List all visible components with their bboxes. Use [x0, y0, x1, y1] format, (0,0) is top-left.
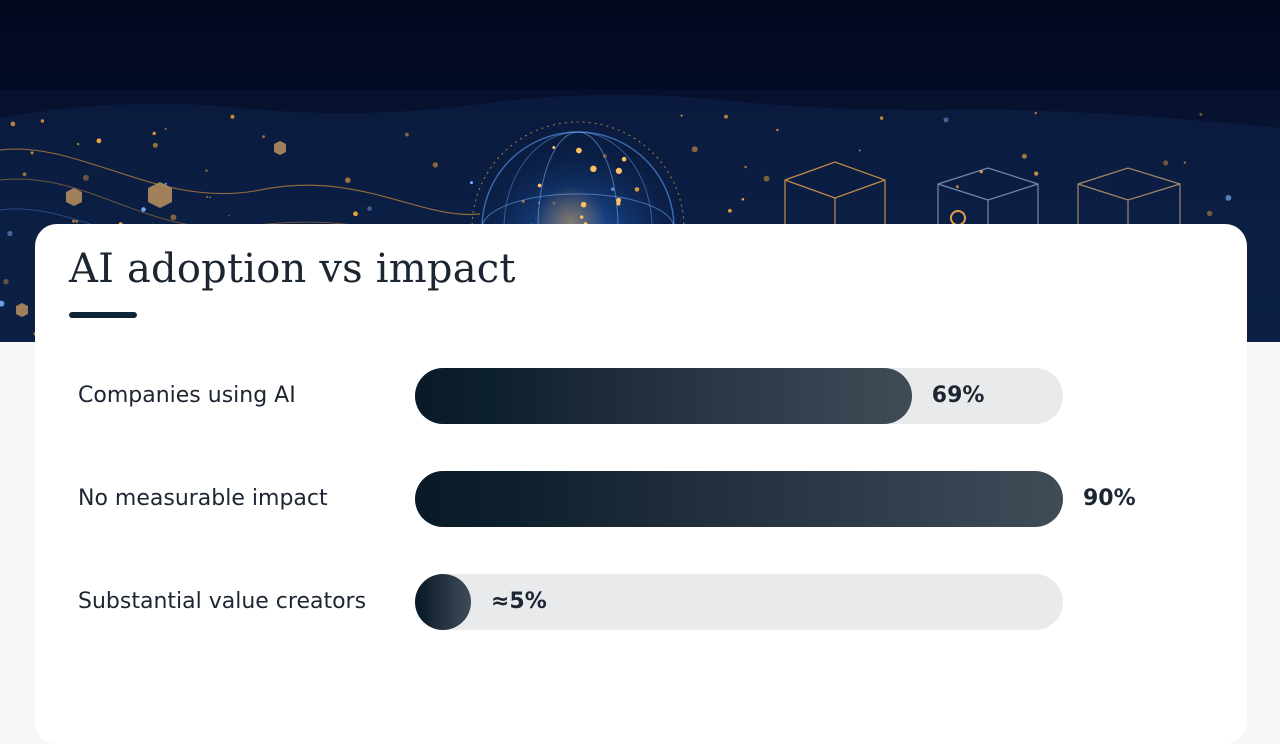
glow-dot	[10, 121, 16, 127]
glow-dot	[1034, 111, 1038, 115]
glow-dot	[680, 114, 683, 117]
globe-node	[580, 215, 584, 219]
glow-dot	[741, 198, 745, 201]
glow-dot	[1183, 161, 1187, 164]
bar-row: Substantial value creators ≈5%	[35, 574, 1247, 630]
glow-dot	[879, 116, 884, 120]
category-label: No measurable impact	[78, 486, 328, 511]
glow-dot	[152, 142, 158, 148]
globe-node	[615, 167, 623, 174]
glow-dot	[7, 230, 13, 237]
glow-dot	[164, 182, 167, 185]
glow-dot	[955, 185, 959, 189]
glow-dot	[602, 154, 607, 158]
glow-dot	[1163, 160, 1169, 166]
glow-dot	[728, 208, 732, 213]
glow-dot	[432, 162, 438, 168]
value-label: ≈5%	[491, 589, 547, 614]
glow-dot	[152, 131, 156, 136]
glow-dot	[262, 135, 265, 138]
glow-dot	[776, 128, 779, 132]
globe-node	[537, 183, 542, 188]
glow-dot	[611, 187, 615, 191]
glow-dot	[367, 206, 372, 211]
glow-dot	[1022, 153, 1027, 159]
glow-dot	[72, 219, 76, 223]
category-label: Companies using AI	[78, 383, 296, 408]
glow-dot	[521, 200, 525, 203]
glow-dot	[1199, 112, 1203, 116]
glow-dot	[691, 146, 698, 153]
category-label: Substantial value creators	[78, 589, 367, 614]
glow-dot	[943, 117, 949, 123]
chart-card: AI adoption vs impact Companies using AI…	[35, 224, 1247, 744]
globe-node	[552, 146, 556, 149]
globe-node	[590, 165, 597, 172]
glow-dot	[1206, 210, 1213, 217]
globe-node	[576, 147, 582, 154]
globe-node	[580, 201, 587, 208]
bar	[415, 368, 912, 424]
glow-dot	[744, 165, 747, 169]
glow-dot	[3, 279, 9, 285]
chart-title: AI adoption vs impact	[69, 246, 516, 292]
glow-dot	[538, 201, 541, 204]
glow-dot	[96, 138, 102, 144]
value-label: 69%	[931, 383, 985, 408]
glow-dot	[82, 174, 89, 181]
glow-dot	[30, 151, 34, 155]
glow-dot	[77, 142, 80, 146]
globe-node	[621, 156, 627, 162]
bar-track	[415, 368, 1063, 424]
glow-dot	[209, 196, 212, 199]
bar-track	[415, 574, 1063, 630]
glow-dot	[353, 211, 358, 217]
glow-dot	[858, 149, 861, 152]
glow-dot	[228, 214, 230, 217]
glow-dot	[40, 119, 45, 123]
bar	[415, 574, 471, 630]
globe-node	[616, 197, 622, 203]
bar-track	[415, 471, 1063, 527]
glow-dot	[763, 175, 770, 182]
glow-dot	[724, 114, 728, 119]
glow-dot	[205, 169, 208, 172]
glow-dot	[22, 172, 27, 177]
glow-dot	[470, 181, 473, 185]
glow-dot	[634, 187, 640, 192]
title-underline	[69, 312, 137, 318]
glow-dot	[405, 132, 409, 137]
glow-dot	[552, 201, 556, 205]
glow-dot	[345, 177, 351, 183]
glow-dot	[206, 195, 209, 199]
glow-dot	[1225, 195, 1232, 201]
value-label: 90%	[1083, 486, 1136, 511]
glow-dot	[75, 220, 79, 223]
glow-dot	[0, 300, 5, 307]
bar	[415, 471, 1063, 527]
glow-dot	[1034, 171, 1039, 176]
bar-row: Companies using AI 69%	[35, 368, 1247, 424]
glow-dot	[164, 127, 167, 130]
glow-dot	[979, 170, 983, 174]
bar-row: No measurable impact 90%	[35, 471, 1247, 527]
glow-dot	[230, 114, 235, 119]
glow-dot	[170, 214, 177, 221]
glow-dot	[141, 207, 146, 212]
